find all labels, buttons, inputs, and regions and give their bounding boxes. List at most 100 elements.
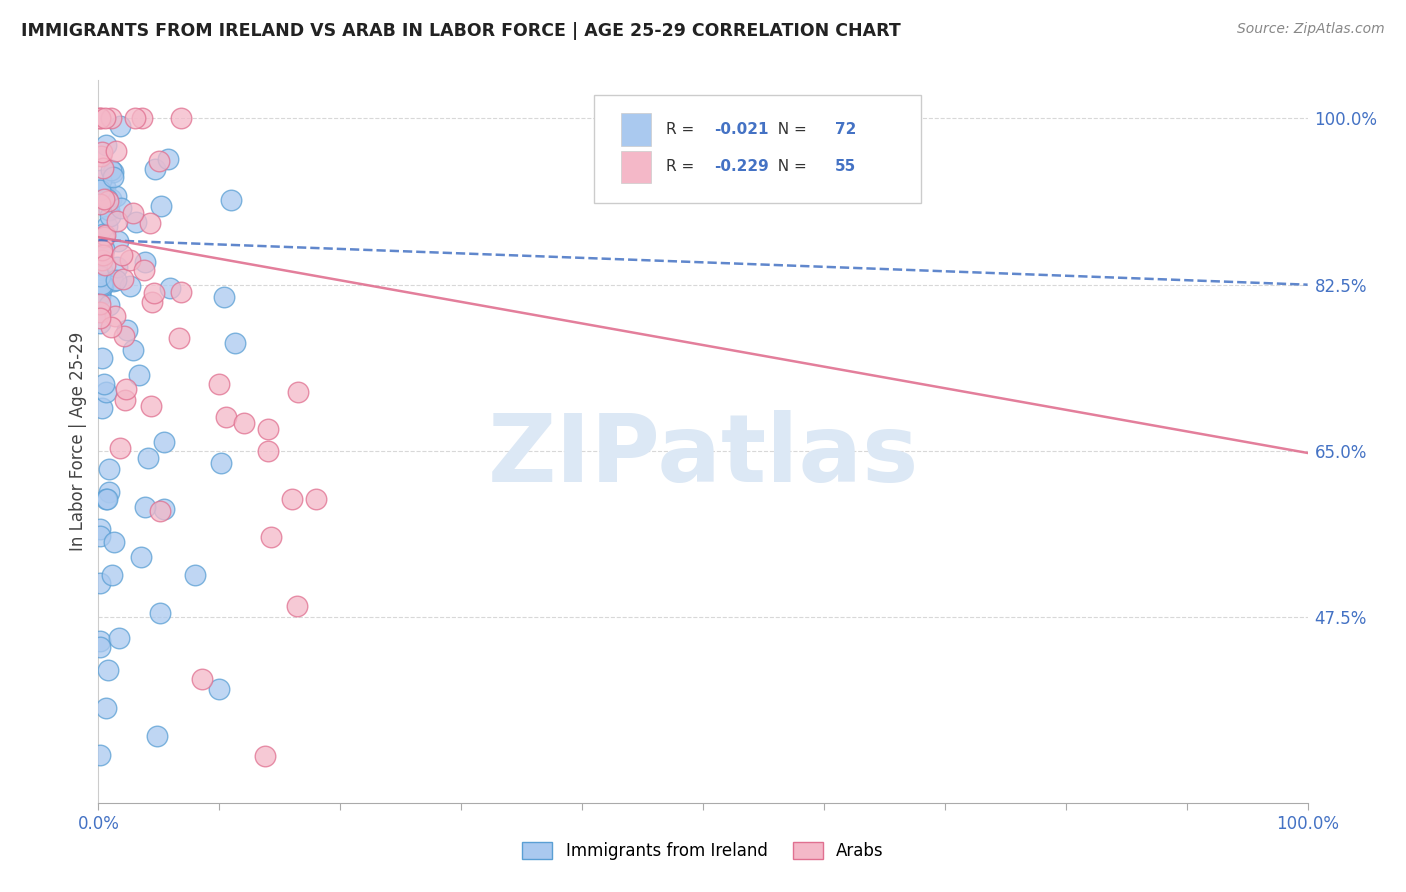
Point <box>89 112 111 126</box>
Point <box>103 535 125 549</box>
Point <box>159 281 181 295</box>
Point <box>190 672 212 686</box>
Point <box>96 700 118 714</box>
Point <box>89 197 111 211</box>
Point <box>97 194 120 208</box>
Point <box>96 491 118 506</box>
Point <box>208 681 231 696</box>
Point <box>89 183 111 197</box>
Point <box>146 729 169 743</box>
Point <box>90 401 112 416</box>
Point <box>89 112 111 126</box>
Point <box>118 279 141 293</box>
FancyBboxPatch shape <box>621 113 651 145</box>
Point <box>90 263 112 277</box>
FancyBboxPatch shape <box>595 95 921 203</box>
Point <box>105 260 128 274</box>
Point <box>94 112 117 126</box>
Point <box>111 272 134 286</box>
Point <box>285 599 308 613</box>
Point <box>124 112 146 126</box>
Point <box>184 567 207 582</box>
Point <box>100 319 122 334</box>
Point <box>232 416 254 430</box>
FancyBboxPatch shape <box>621 151 651 183</box>
Point <box>93 377 115 392</box>
Point <box>114 383 136 397</box>
Point <box>94 179 117 194</box>
Point <box>100 193 122 207</box>
Point <box>91 278 114 293</box>
Text: IMMIGRANTS FROM IRELAND VS ARAB IN LABOR FORCE | AGE 25-29 CORRELATION CHART: IMMIGRANTS FROM IRELAND VS ARAB IN LABOR… <box>21 22 901 40</box>
Legend: Immigrants from Ireland, Arabs: Immigrants from Ireland, Arabs <box>516 835 890 867</box>
Point <box>90 173 112 187</box>
Point <box>305 491 328 506</box>
Point <box>111 247 134 261</box>
Point <box>167 331 190 345</box>
Point <box>93 227 115 242</box>
Point <box>89 285 111 300</box>
Point <box>90 149 112 163</box>
Text: Source: ZipAtlas.com: Source: ZipAtlas.com <box>1237 22 1385 37</box>
Point <box>128 368 150 383</box>
Text: -0.229: -0.229 <box>714 160 769 175</box>
Point <box>89 297 111 311</box>
Point <box>115 323 138 337</box>
Point <box>257 422 280 436</box>
Point <box>129 550 152 565</box>
Point <box>89 311 111 326</box>
Y-axis label: In Labor Force | Age 25-29: In Labor Force | Age 25-29 <box>69 332 87 551</box>
Point <box>118 253 141 268</box>
Point <box>142 286 165 301</box>
Point <box>104 189 127 203</box>
Point <box>105 214 128 228</box>
Point <box>93 258 115 272</box>
Point <box>98 298 121 312</box>
Point <box>209 456 232 470</box>
Point <box>139 400 162 414</box>
Point <box>124 215 146 229</box>
Point <box>256 444 278 458</box>
Point <box>149 198 172 212</box>
Point <box>89 289 111 303</box>
Point <box>94 138 117 153</box>
Point <box>134 500 156 514</box>
Point <box>254 749 277 764</box>
Point <box>110 441 132 455</box>
Text: ZIPatlas: ZIPatlas <box>488 410 918 502</box>
Point <box>103 169 125 184</box>
Point <box>89 576 111 591</box>
Text: R =: R = <box>665 122 699 136</box>
Point <box>287 385 309 400</box>
Point <box>96 219 118 234</box>
Point <box>96 492 118 507</box>
Point <box>134 254 156 268</box>
Point <box>170 112 193 126</box>
Text: 55: 55 <box>835 160 856 175</box>
Point <box>143 161 166 176</box>
Point <box>219 193 242 207</box>
Point <box>89 268 111 283</box>
Point <box>91 247 114 261</box>
Point <box>97 462 120 476</box>
Point <box>121 206 143 220</box>
Point <box>100 163 122 178</box>
Point <box>90 351 112 365</box>
Point <box>105 144 128 158</box>
Point <box>90 252 112 267</box>
Point <box>97 203 120 218</box>
Point <box>108 119 131 133</box>
Point <box>97 485 120 500</box>
Point <box>110 201 132 215</box>
Point <box>114 393 136 408</box>
Point <box>138 217 160 231</box>
Point <box>112 328 135 343</box>
Point <box>91 227 114 241</box>
Point <box>103 165 125 179</box>
Point <box>91 244 114 258</box>
Point <box>141 294 163 309</box>
Point <box>93 243 115 257</box>
Point <box>259 530 281 544</box>
Text: -0.021: -0.021 <box>714 122 769 136</box>
Point <box>89 285 111 300</box>
